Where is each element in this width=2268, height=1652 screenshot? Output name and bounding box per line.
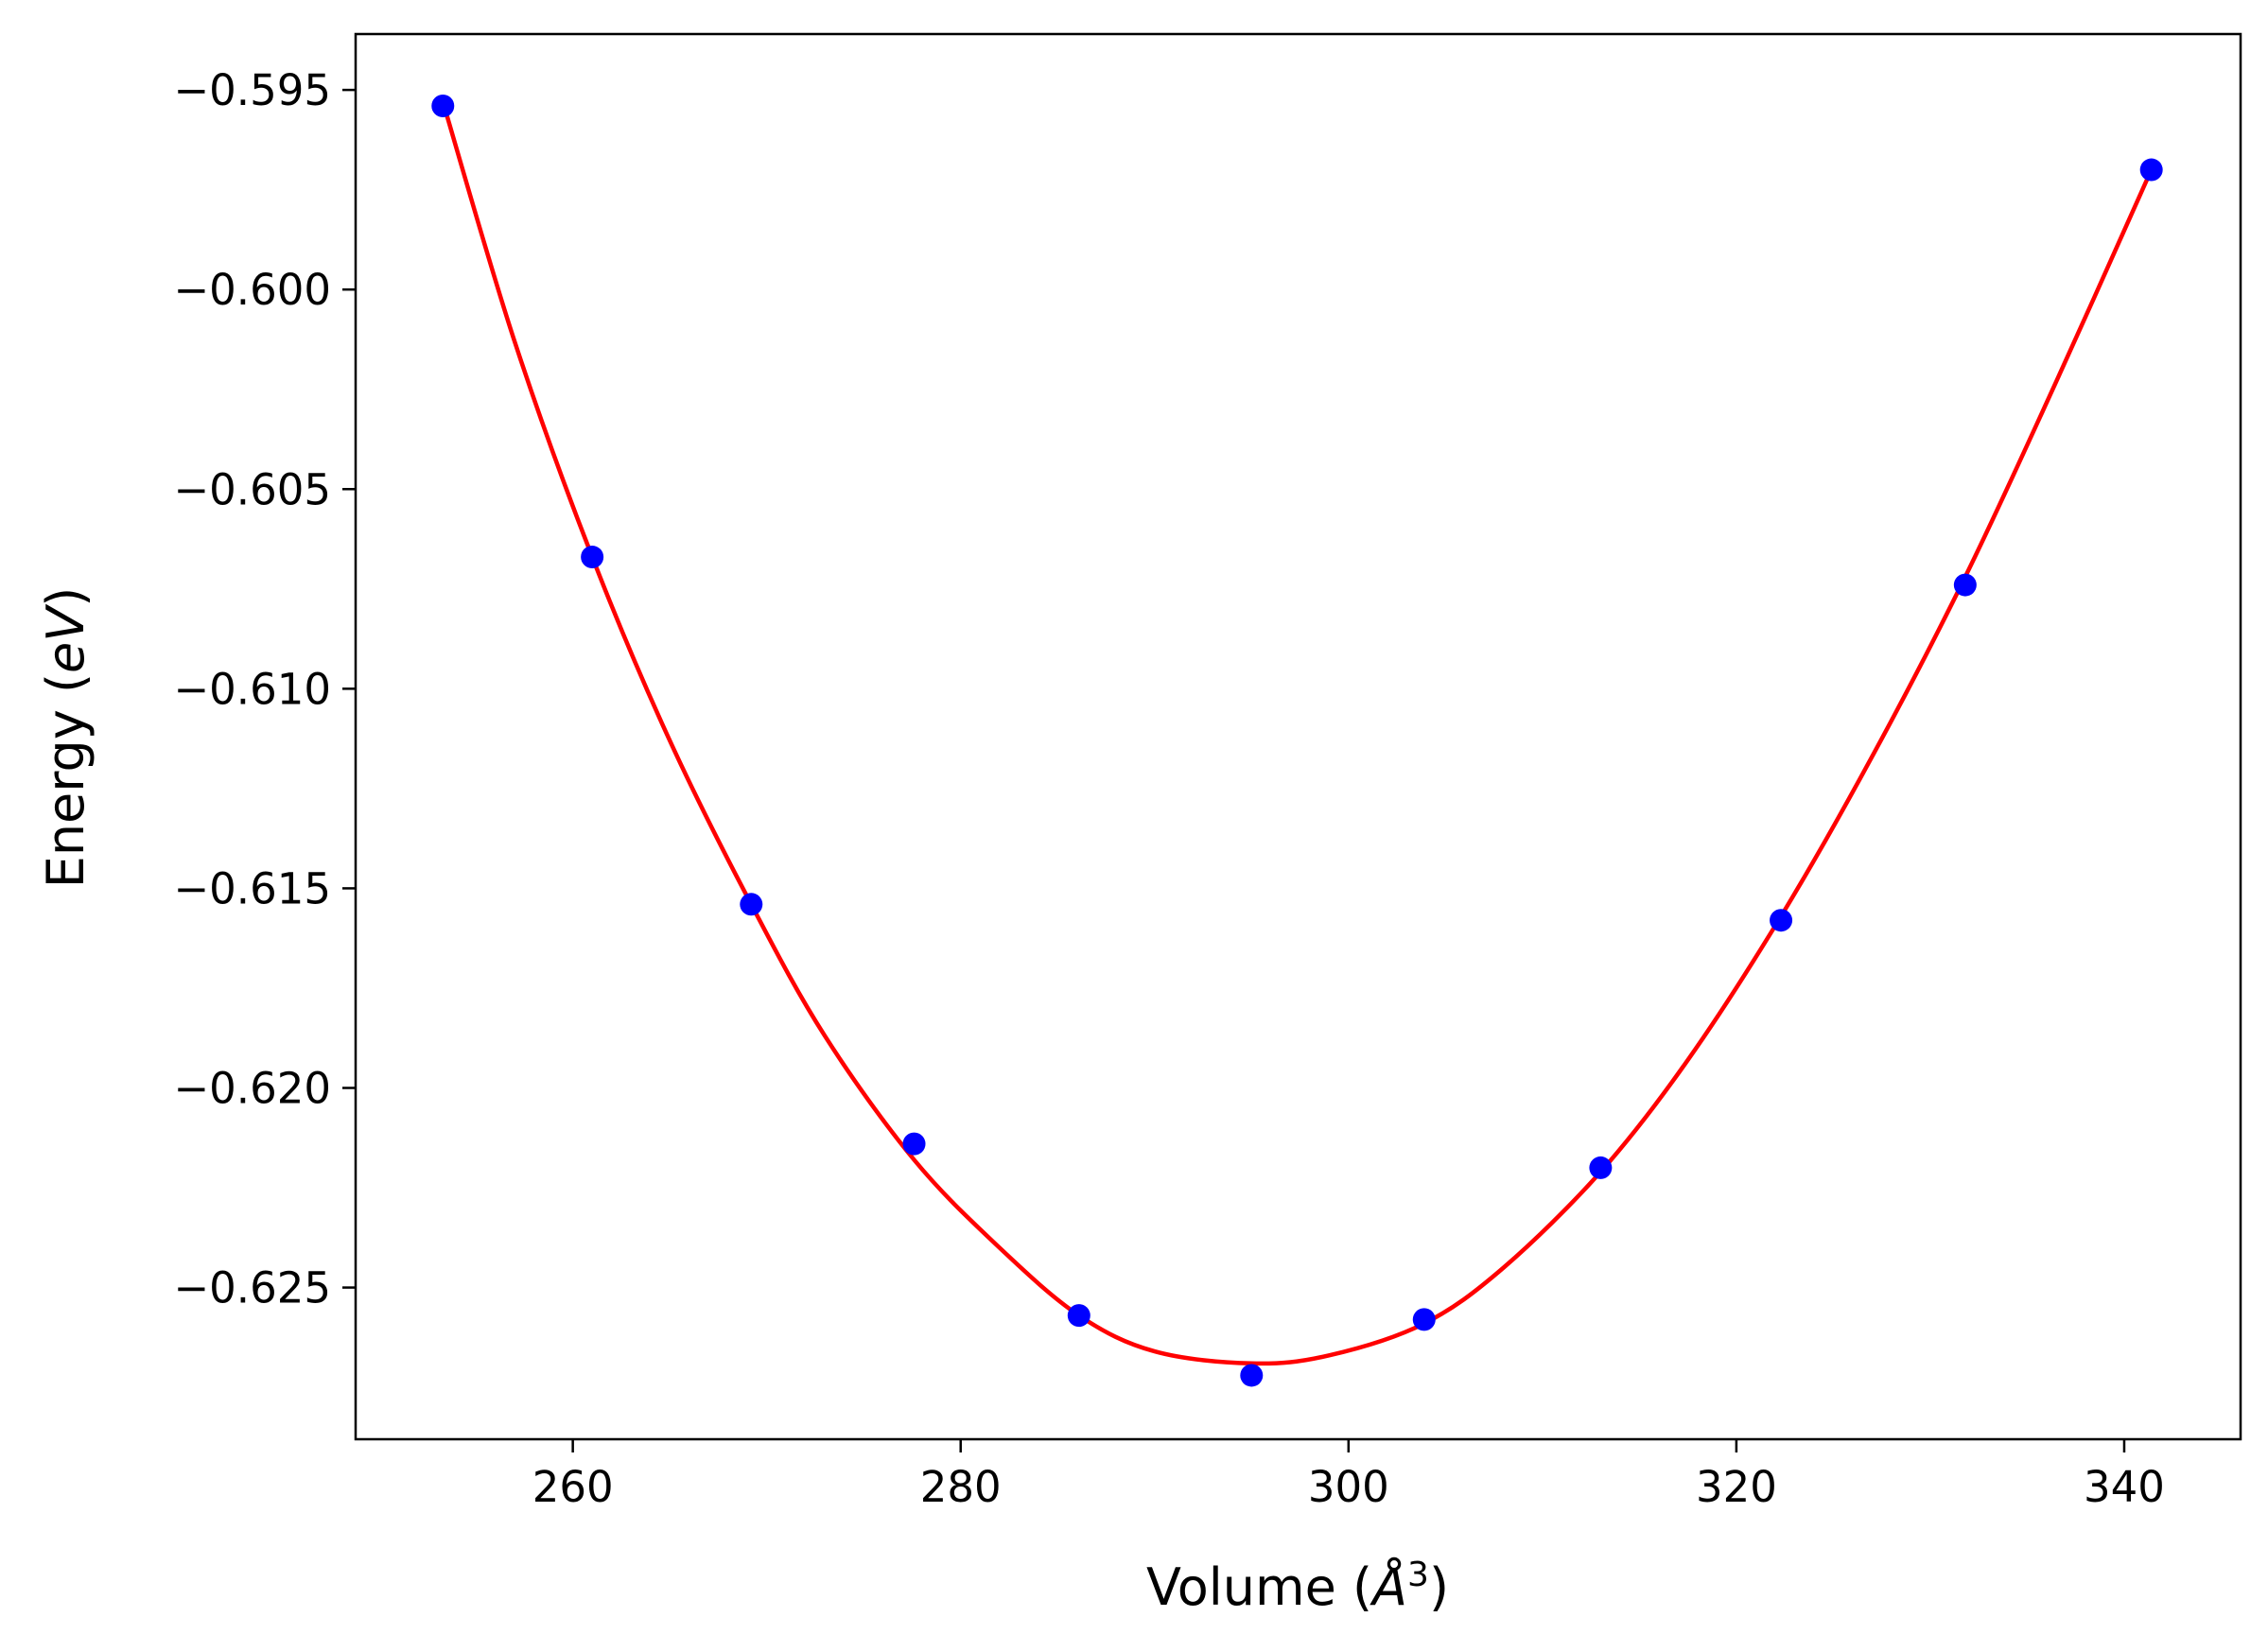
data-point (1953, 573, 1977, 597)
y-tick-label: −0.615 (173, 863, 331, 913)
plot-background (356, 34, 2241, 1439)
y-axis-label-name: Energy (36, 709, 96, 888)
x-axis-unit-symbol: Å (1370, 1556, 1407, 1617)
y-tick-label: −0.595 (173, 65, 331, 115)
y-axis-label: Energy (eV) (36, 587, 96, 889)
fit-curve-line (441, 101, 2154, 1366)
data-point (431, 94, 455, 117)
data-point (902, 1132, 926, 1156)
x-axis-unit-power: 3 (1407, 1556, 1429, 1594)
x-tick-label: 340 (2084, 1462, 2165, 1512)
x-axis-unit-open: ( (1352, 1557, 1372, 1617)
x-tick-label: 280 (920, 1462, 1002, 1512)
x-tick-label: 260 (532, 1462, 614, 1512)
x-axis: 260 280 300 320 340 (532, 1439, 2165, 1512)
y-axis-unit-open: ( (36, 673, 96, 693)
data-point (581, 546, 604, 569)
data-point (1240, 1364, 1264, 1387)
y-axis-unit-close: ) (36, 587, 96, 607)
x-axis-unit-close: ) (1429, 1557, 1449, 1617)
data-point (1589, 1156, 1613, 1179)
fit-curve-layer (441, 101, 2154, 1366)
y-axis-unit-symbol: eV (36, 603, 96, 673)
data-point (1412, 1308, 1436, 1331)
data-point (1067, 1304, 1090, 1328)
x-axis-label: Volume (Å3) (1146, 1556, 1449, 1617)
y-tick-label: −0.610 (173, 664, 331, 714)
points-layer (431, 94, 2163, 1387)
data-point (1770, 909, 1793, 932)
data-point (740, 893, 763, 916)
x-tick-label: 300 (1308, 1462, 1389, 1512)
y-tick-label: −0.605 (173, 464, 331, 514)
plot-frame (354, 32, 2242, 1441)
y-tick-label: −0.600 (173, 265, 331, 315)
y-tick-label: −0.625 (173, 1263, 331, 1313)
data-point (2139, 158, 2163, 182)
y-tick-label: −0.620 (173, 1064, 331, 1114)
x-tick-label: 320 (1696, 1462, 1777, 1512)
x-axis-label-name: Volume (1146, 1557, 1336, 1617)
y-axis: −0.595 −0.600 −0.605 −0.610 −0.615 −0.620 −0.6… (173, 65, 356, 1313)
